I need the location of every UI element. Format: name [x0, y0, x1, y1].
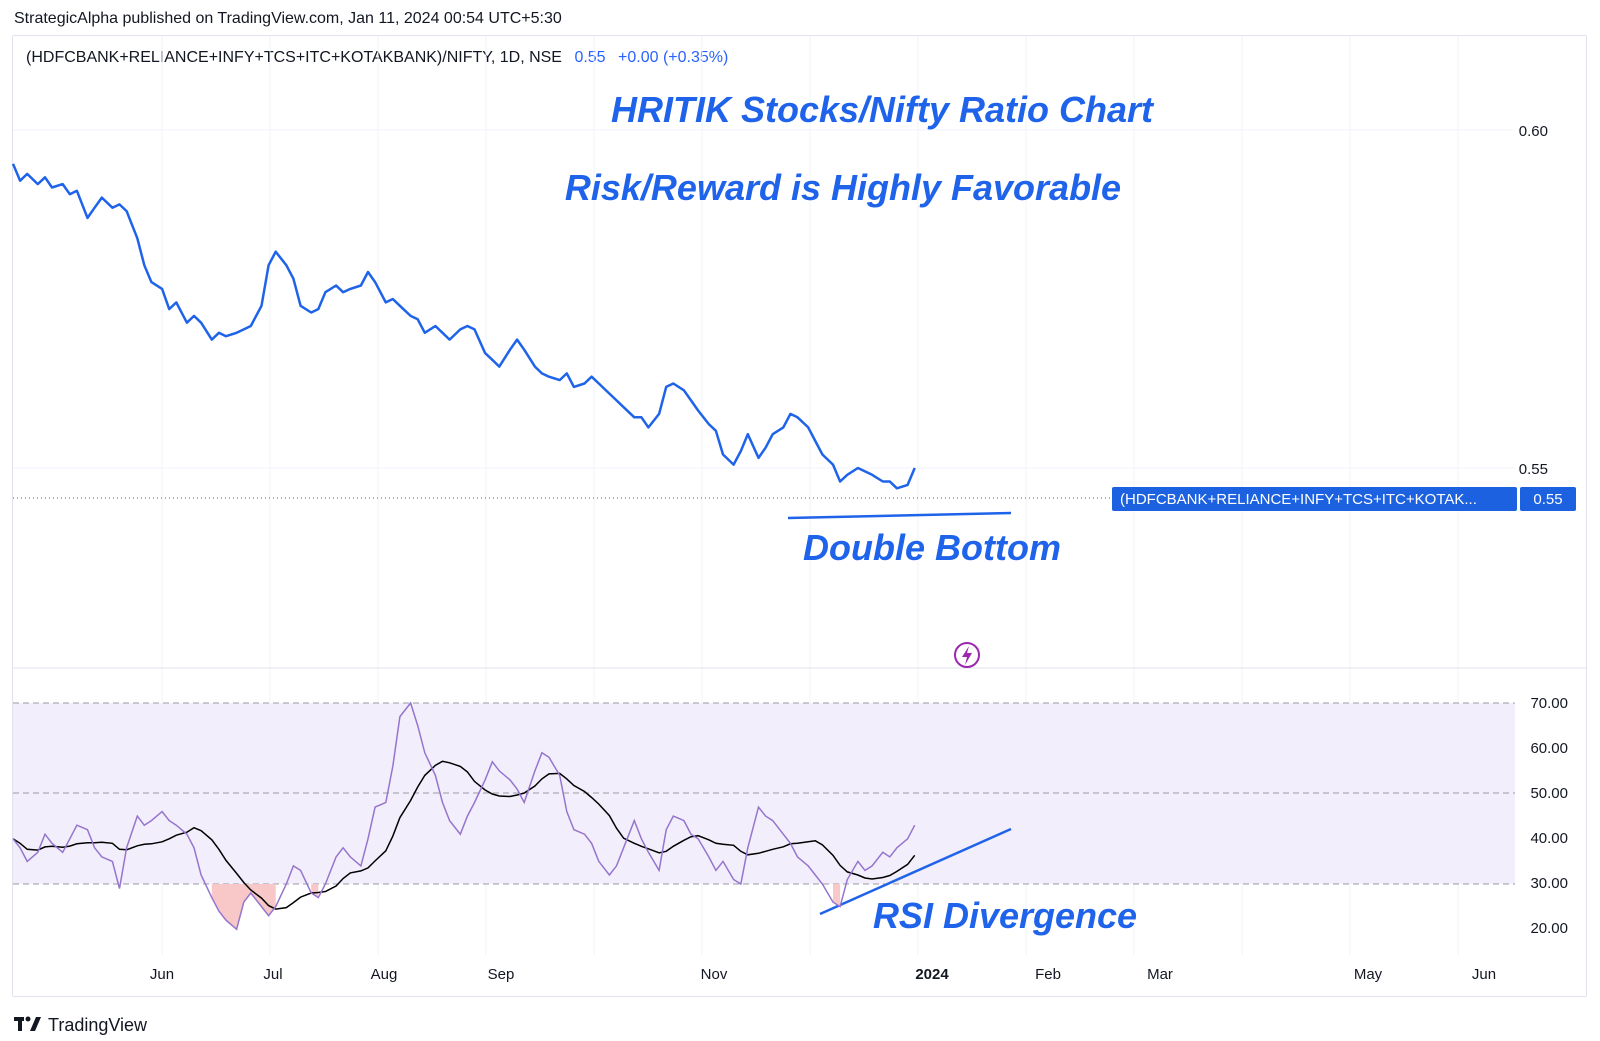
- price-label-name-bg: [1112, 487, 1517, 511]
- time-axis: Jun Jul Aug Sep Nov 2024 Feb Mar May Jun: [150, 966, 1496, 983]
- rsi-divergence-line[interactable]: [819, 827, 1012, 916]
- time-tick: Jul: [263, 966, 282, 983]
- price-label-value-bg: [1520, 487, 1576, 511]
- chart-frame: [12, 35, 1587, 997]
- price-label-name: (HDFCBANK+RELIANCE+INFY+TCS+ITC+KOTAK...: [1120, 491, 1477, 508]
- legend-value: 0.55: [574, 49, 606, 66]
- time-tick: Mar: [1147, 966, 1173, 983]
- rsi-tick: 60.00: [1530, 740, 1568, 757]
- price-line[interactable]: [11, 163, 916, 490]
- annotation-subtitle: Risk/Reward is Highly Favorable: [565, 167, 1121, 208]
- publisher-line: StrategicAlpha published on TradingView.…: [14, 10, 562, 27]
- time-tick: May: [1354, 966, 1383, 983]
- double-bottom-support-line[interactable]: [787, 511, 1012, 520]
- tradingview-logo[interactable]: TradingView: [14, 1015, 147, 1036]
- price-label-value: 0.55: [1533, 491, 1562, 508]
- oversold-fill: [119, 884, 841, 930]
- price-tick: 0.55: [1519, 461, 1548, 478]
- rsi-line[interactable]: [12, 701, 916, 931]
- rsi-tick: 40.00: [1530, 830, 1568, 847]
- price-tick: 0.60: [1519, 123, 1548, 140]
- horizontal-grid: [13, 129, 1515, 469]
- time-tick: Jun: [150, 966, 174, 983]
- time-tick: Aug: [371, 966, 398, 983]
- rsi-tick: 70.00: [1530, 695, 1568, 712]
- rsi-ma-line[interactable]: [12, 760, 916, 910]
- time-tick-year: 2024: [915, 966, 949, 983]
- rsi-tick: 30.00: [1530, 875, 1568, 892]
- legend-change: +0.00 (+0.35%): [618, 49, 729, 66]
- rsi-axis: 70.00 60.00 50.00 40.00 30.00 20.00: [1530, 695, 1568, 937]
- annotation-title: HRITIK Stocks/Nifty Ratio Chart: [611, 89, 1155, 130]
- lightning-icon[interactable]: [954, 642, 980, 668]
- annotation-rsi-divergence: RSI Divergence: [873, 895, 1137, 936]
- legend-symbol: (HDFCBANK+RELIANCE+INFY+TCS+ITC+KOTAKBAN…: [26, 49, 562, 66]
- rsi-tick: 50.00: [1530, 785, 1568, 802]
- rsi-tick: 20.00: [1530, 920, 1568, 937]
- annotation-double-bottom: Double Bottom: [803, 527, 1061, 568]
- time-tick: Nov: [701, 966, 728, 983]
- time-tick: Feb: [1035, 966, 1061, 983]
- chart-legend[interactable]: (HDFCBANK+RELIANCE+INFY+TCS+ITC+KOTAKBAN…: [26, 49, 728, 67]
- tradingview-mark-icon: [14, 1015, 42, 1036]
- tradingview-wordmark: TradingView: [48, 1015, 148, 1035]
- time-tick: Sep: [488, 966, 515, 983]
- time-tick: Jun: [1472, 966, 1496, 983]
